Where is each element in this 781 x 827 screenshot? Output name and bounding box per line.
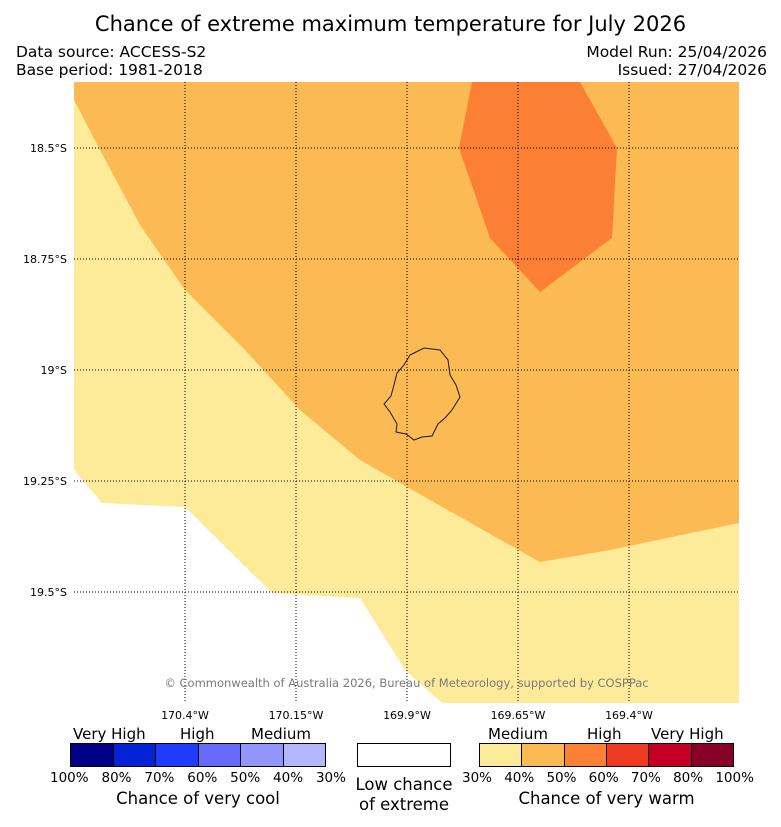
cool-pct-label: 80%: [101, 770, 132, 786]
cool-pct-label: 40%: [273, 770, 304, 786]
cool-swatch-50-40: [241, 744, 284, 766]
warm-swatch-60-70: [606, 744, 650, 766]
warm-medium-label: Medium: [488, 725, 548, 743]
low-chance-swatch: [357, 743, 451, 767]
model-run-label: Model Run: 25/04/2026: [586, 43, 767, 61]
cool-colour-bar: [70, 743, 326, 767]
map-title: Chance of extreme maximum temperature fo…: [94, 12, 687, 36]
warm-swatch-80-100: [691, 744, 733, 766]
warm-swatch-30-40: [480, 744, 523, 766]
warm-pct-label: 70%: [630, 770, 661, 786]
warm-swatch-50-60: [564, 744, 607, 766]
warm-very-high-label: Very High: [651, 725, 724, 743]
lon-label-170-15: 170.15°W: [268, 709, 324, 722]
cool-pct-label: 60%: [187, 770, 218, 786]
lat-label-18-5: 18.5°S: [30, 142, 67, 155]
cool-medium-label: Medium: [251, 725, 311, 743]
data-source-label: Data source: ACCESS-S2: [16, 43, 207, 61]
cool-high-label: High: [180, 725, 215, 743]
copyright-notice: © Commonwealth of Australia 2026, Bureau…: [164, 676, 649, 690]
cool-swatch-70-60: [156, 744, 199, 766]
cool-caption: Chance of very cool: [116, 789, 280, 808]
lon-label-169-9: 169.9°W: [383, 709, 431, 722]
cool-very-high-label: Very High: [73, 725, 146, 743]
cool-swatch-80-70: [113, 744, 156, 766]
high-chance-core-region: [459, 82, 617, 292]
cool-swatch-100-80: [71, 744, 114, 766]
cool-pct-label: 100%: [50, 770, 89, 786]
cool-pct-label: 30%: [315, 770, 346, 786]
lon-label-169-4: 169.4°W: [605, 709, 653, 722]
cool-percent-row: 100% 80% 70% 60% 50% 40% 30%: [50, 770, 346, 786]
lat-label-18-75: 18.75°S: [23, 253, 67, 266]
warm-swatch-40-50: [522, 744, 565, 766]
warm-pct-label: 40%: [504, 770, 535, 786]
issued-label: Issued: 27/04/2026: [617, 61, 767, 79]
low-chance-label-line1: Low chance: [355, 775, 453, 794]
warm-colour-bar: [479, 743, 734, 767]
warm-pct-label: 100%: [715, 770, 754, 786]
cool-pct-label: 50%: [230, 770, 261, 786]
lat-label-19: 19°S: [40, 364, 67, 377]
cool-swatch-40-30: [283, 744, 325, 766]
lat-label-19-5: 19.5°S: [30, 586, 67, 599]
island-outline: [383, 347, 461, 441]
lat-label-19-25: 19.25°S: [23, 475, 67, 488]
warm-high-label: High: [587, 725, 622, 743]
low-chance-label-line2: of extreme: [358, 795, 450, 814]
base-period-label: Base period: 1981-2018: [16, 61, 203, 79]
warm-pct-label: 50%: [546, 770, 577, 786]
warm-swatch-70-80: [649, 744, 692, 766]
lon-label-169-65: 169.65°W: [490, 709, 546, 722]
warm-pct-label: 80%: [673, 770, 704, 786]
warm-percent-row: 30% 40% 50% 60% 70% 80% 100%: [462, 770, 754, 786]
cool-swatch-60-50: [198, 744, 241, 766]
cool-pct-label: 70%: [144, 770, 175, 786]
warm-pct-label: 60%: [588, 770, 619, 786]
warm-pct-label: 30%: [462, 770, 493, 786]
warm-caption: Chance of very warm: [518, 789, 695, 808]
lon-label-170-4: 170.4°W: [161, 709, 209, 722]
